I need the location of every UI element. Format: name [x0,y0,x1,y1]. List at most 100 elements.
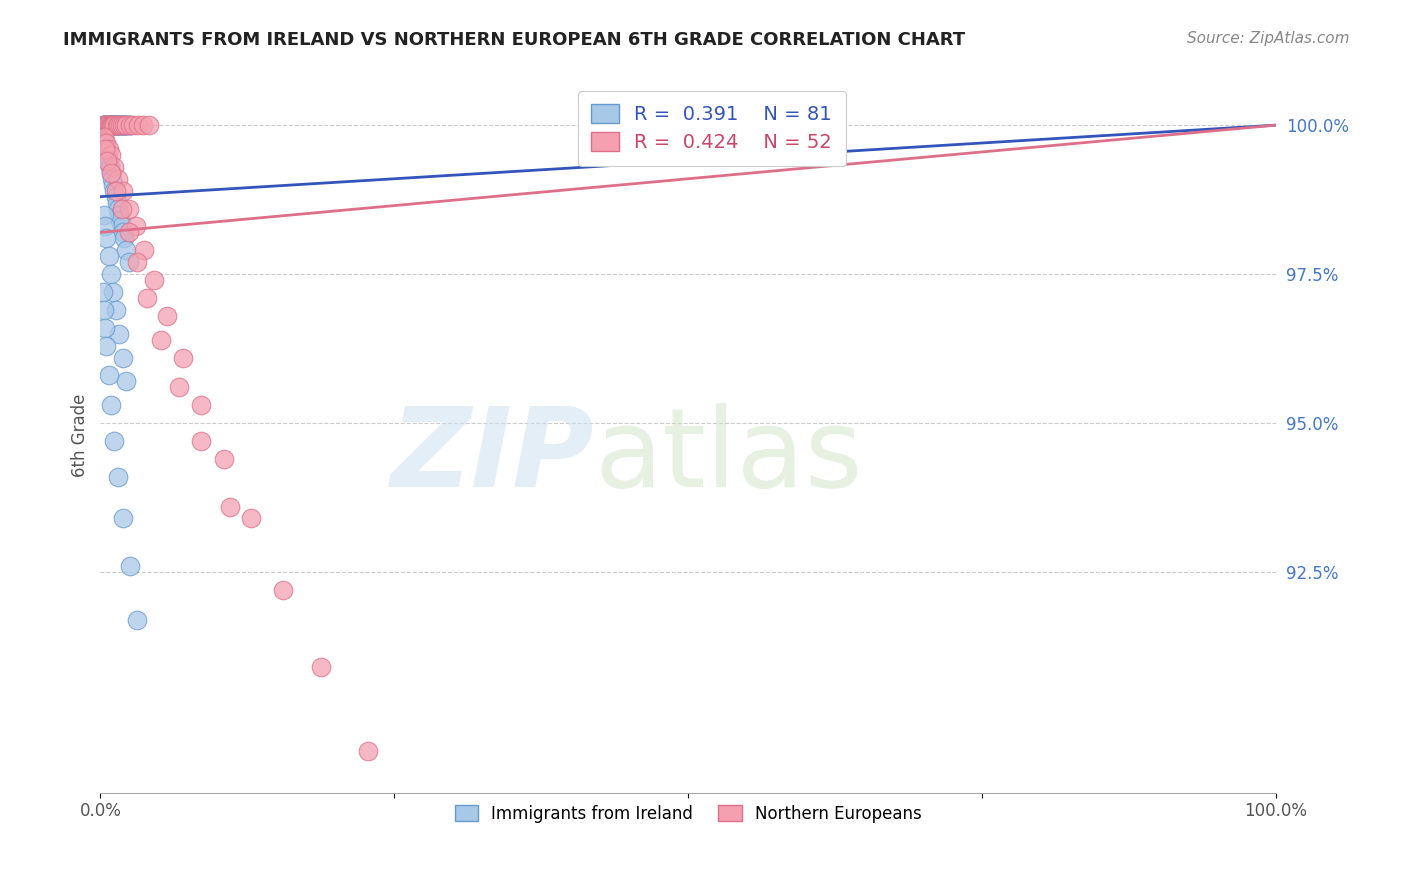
Point [115,118,138,132]
Point [94,219,117,234]
Point [117,226,139,240]
Point [97,249,120,263]
Point [104,118,127,132]
Point [218,500,240,514]
Point [100,118,122,132]
Point [101,118,124,132]
Point [101,171,124,186]
Point [96,118,118,132]
Point [110,118,132,132]
Point [118,118,141,132]
Y-axis label: 6th Grade: 6th Grade [72,393,89,476]
Point [98,118,121,132]
Point [107,202,129,216]
Point [104,189,127,203]
Point [96,118,118,132]
Point [94,118,117,132]
Point [212,451,235,466]
Point [108,118,131,132]
Point [103,184,125,198]
Point [112,231,135,245]
Point [93,302,115,317]
Point [97,118,120,132]
Point [107,118,129,132]
Point [96,118,118,132]
Text: ZIP: ZIP [391,403,595,510]
Point [111,351,134,365]
Text: Source: ZipAtlas.com: Source: ZipAtlas.com [1187,31,1350,46]
Point [96,148,118,162]
Point [103,118,125,132]
Point [107,171,129,186]
Point [117,202,139,216]
Text: atlas: atlas [595,403,863,510]
Point [115,244,138,258]
Point [94,142,117,156]
Point [111,226,134,240]
Point [124,219,146,234]
Point [107,118,129,132]
Point [138,118,160,132]
Point [93,118,115,132]
Point [93,207,115,221]
Point [97,118,120,132]
Point [96,153,118,168]
Point [105,195,128,210]
Point [103,434,125,448]
Point [110,118,132,132]
Point [96,136,118,150]
Point [96,118,118,132]
Point [93,130,115,145]
Point [125,613,148,627]
Point [110,213,132,227]
Point [117,255,139,269]
Point [105,118,128,132]
Point [103,118,125,132]
Point [94,320,117,334]
Point [110,118,132,132]
Point [96,118,118,132]
Point [104,118,127,132]
Point [413,839,436,854]
Point [107,469,129,483]
Point [97,142,120,156]
Point [357,744,380,758]
Point [100,118,122,132]
Point [190,398,212,412]
Point [115,375,138,389]
Point [111,184,134,198]
Point [100,118,122,132]
Point [108,118,131,132]
Point [97,368,120,383]
Point [93,130,115,145]
Point [97,118,120,132]
Point [98,118,121,132]
Point [111,511,134,525]
Point [132,244,155,258]
Point [110,202,132,216]
Point [115,118,138,132]
Point [108,326,131,341]
Point [100,148,122,162]
Point [112,118,135,132]
Point [110,219,132,234]
Legend: Immigrants from Ireland, Northern Europeans: Immigrants from Ireland, Northern Europe… [443,793,934,834]
Point [136,291,159,305]
Point [108,207,131,221]
Point [103,118,125,132]
Point [110,118,132,132]
Point [111,118,134,132]
Point [127,118,149,132]
Point [104,302,127,317]
Point [150,333,173,347]
Point [167,380,190,394]
Point [105,118,128,132]
Point [94,118,117,132]
Point [93,118,115,132]
Point [117,118,139,132]
Point [101,118,124,132]
Point [112,118,135,132]
Point [104,184,127,198]
Point [271,582,294,597]
Point [96,142,118,156]
